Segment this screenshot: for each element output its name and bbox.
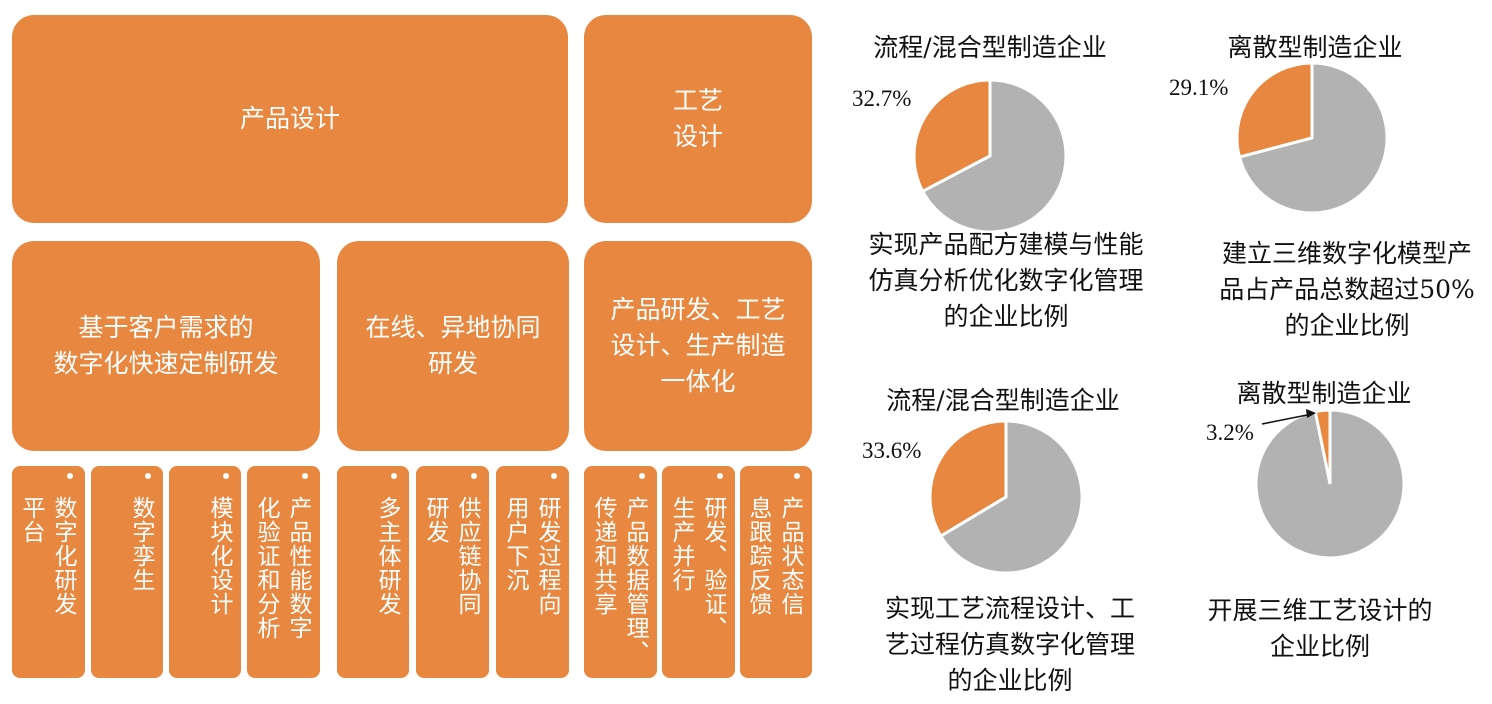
bottom-item-10: 产品状态信 息跟踪反馈 xyxy=(740,466,812,678)
bullet-icon xyxy=(145,473,151,479)
bullet-icon xyxy=(717,473,723,479)
bottom-item-label: 供应链协同 研发 xyxy=(422,496,480,616)
bullet-icon xyxy=(639,473,645,479)
pie-2 xyxy=(1235,61,1389,215)
bottom-item-label: 产品状态信 息跟踪反馈 xyxy=(745,496,803,616)
pie-1-title: 流程/混合型制造企业 xyxy=(873,33,1107,62)
bullet-icon xyxy=(471,473,477,479)
pie-slice-rest xyxy=(938,419,1084,575)
bottom-item-1: 数字化研发 平台 xyxy=(12,466,85,678)
bottom-item-5: 多主体研发 xyxy=(337,466,409,678)
bottom-item-2: 数字孪生 xyxy=(91,466,163,678)
bullet-icon xyxy=(67,473,73,479)
product-design-box: 产品设计 xyxy=(12,15,568,223)
online-rd-box: 在线、异地协同 研发 xyxy=(337,241,569,451)
pie-4-title: 离散型制造企业 xyxy=(1236,379,1412,408)
bottom-item-label: 研发过程向 用户下沉 xyxy=(502,496,560,616)
bullet-icon xyxy=(794,473,800,479)
bottom-item-label: 产品数据管理、 传递和共享 xyxy=(590,496,648,664)
bottom-item-8: 产品数据管理、 传递和共享 xyxy=(584,466,657,678)
pie-slice-highlight xyxy=(912,78,992,194)
pie-slice-rest xyxy=(920,78,1068,234)
pie-slice-rest xyxy=(1254,408,1406,560)
bottom-item-6: 供应链协同 研发 xyxy=(416,466,489,678)
integration-box: 产品研发、工艺 设计、生产制造 一体化 xyxy=(584,241,812,451)
pie-2-label: 29.1% xyxy=(1169,75,1229,100)
pie-1-label: 32.7% xyxy=(852,86,912,111)
pie-slice-rest xyxy=(1237,61,1389,215)
pie-3-title: 流程/混合型制造企业 xyxy=(886,386,1120,415)
pie-4-caption: 开展三维工艺设计的 企业比例 xyxy=(1207,596,1433,661)
bottom-item-label: 产品性能数字 化验证和分析 xyxy=(253,496,311,640)
pie-1 xyxy=(912,78,1068,234)
bottom-item-4: 产品性能数字 化验证和分析 xyxy=(247,466,320,678)
bottom-item-9: 研发、验证、 生产并行 xyxy=(662,466,735,678)
bottom-item-label: 研发、验证、 生产并行 xyxy=(668,496,726,640)
bullet-icon xyxy=(302,473,308,479)
bullet-icon xyxy=(391,473,397,479)
bullet-icon xyxy=(223,473,229,479)
custom-rd-box: 基于客户需求的 数字化快速定制研发 xyxy=(12,241,320,451)
pie-4-label: 3.2% xyxy=(1206,420,1254,445)
bottom-item-3: 模块化设计 xyxy=(169,466,241,678)
process-design-box: 工艺 设计 xyxy=(584,15,812,223)
bottom-item-label: 模块化设计 xyxy=(206,496,232,616)
pie-4 xyxy=(1254,408,1406,560)
pie-1-caption: 实现产品配方建模与性能 仿真分析优化数字化管理 的企业比例 xyxy=(868,230,1144,331)
bullet-icon xyxy=(551,473,557,479)
pie-2-caption: 建立三维数字化模型产 品占产品总数超过50% 的企业比例 xyxy=(1219,239,1475,340)
bottom-item-label: 数字孪生 xyxy=(128,496,154,592)
pie-slice-highlight xyxy=(1235,61,1314,159)
bottom-item-7: 研发过程向 用户下沉 xyxy=(496,466,569,678)
pie-2-title: 离散型制造企业 xyxy=(1227,33,1403,62)
bottom-item-label: 数字化研发 平台 xyxy=(18,496,76,616)
bottom-item-label: 多主体研发 xyxy=(374,496,400,616)
pie-3-caption: 实现工艺流程设计、工 艺过程仿真数字化管理 的企业比例 xyxy=(884,594,1135,695)
pie-3-label: 33.6% xyxy=(862,438,922,463)
pie-3 xyxy=(928,419,1084,575)
